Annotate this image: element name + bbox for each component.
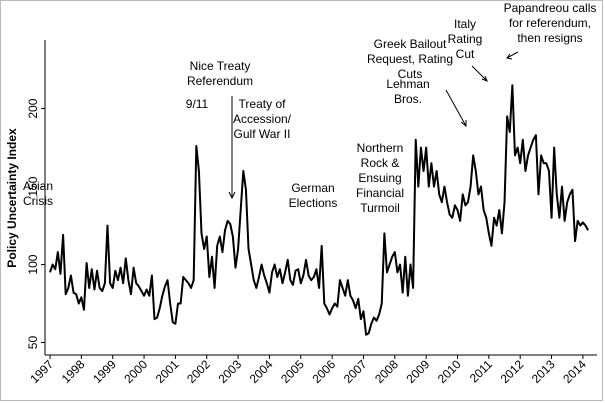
arrow-head — [481, 75, 488, 82]
arrows — [228, 51, 519, 200]
annotation: Bros. — [394, 92, 422, 106]
annotation: then resigns — [517, 31, 582, 45]
annotation: Rock & — [361, 156, 400, 170]
arrow-head — [506, 53, 513, 60]
arrow — [471, 65, 488, 82]
arrow-head — [460, 120, 467, 128]
annotation: Italy — [454, 17, 476, 31]
annotation: Request, Rating — [367, 52, 453, 66]
annotation: Accession/ — [233, 112, 292, 126]
annotation: Ensuing — [358, 171, 401, 185]
annotation: 9/11 — [186, 97, 209, 111]
arrow — [506, 51, 519, 59]
annotation: Nice Treaty — [190, 59, 251, 73]
y-tick-label: 100 — [26, 254, 40, 274]
data-line — [49, 84, 590, 336]
annotation: Gulf War II — [234, 127, 291, 141]
annotation: Northern — [357, 141, 404, 155]
annotation: Crisis — [23, 194, 53, 208]
annotation: Cut — [456, 47, 475, 61]
annotation: German — [291, 181, 334, 195]
annotation: Referendum — [187, 74, 253, 88]
y-tick-label: 50 — [26, 336, 40, 350]
annotation: Cuts — [398, 67, 423, 81]
annotation: Rating — [448, 32, 483, 46]
y-tick-label: 150 — [26, 176, 40, 196]
annotation: Turmoil — [360, 201, 400, 215]
annotation: Asian — [23, 179, 53, 193]
annotation: for referendum, — [509, 16, 591, 30]
arrow-head — [228, 191, 236, 200]
annotation: Greek Bailout — [374, 37, 447, 51]
annotation: Elections — [289, 196, 338, 210]
annotation: Lehman — [386, 77, 429, 91]
annotation: Treaty of — [239, 97, 287, 111]
arrow — [445, 89, 467, 127]
annotation: Financial — [356, 186, 404, 200]
y-tick-label: 200 — [26, 98, 40, 118]
annotation: Papandreou calls — [504, 1, 597, 15]
y-axis-label: Policy Uncertainty Index — [5, 128, 19, 268]
